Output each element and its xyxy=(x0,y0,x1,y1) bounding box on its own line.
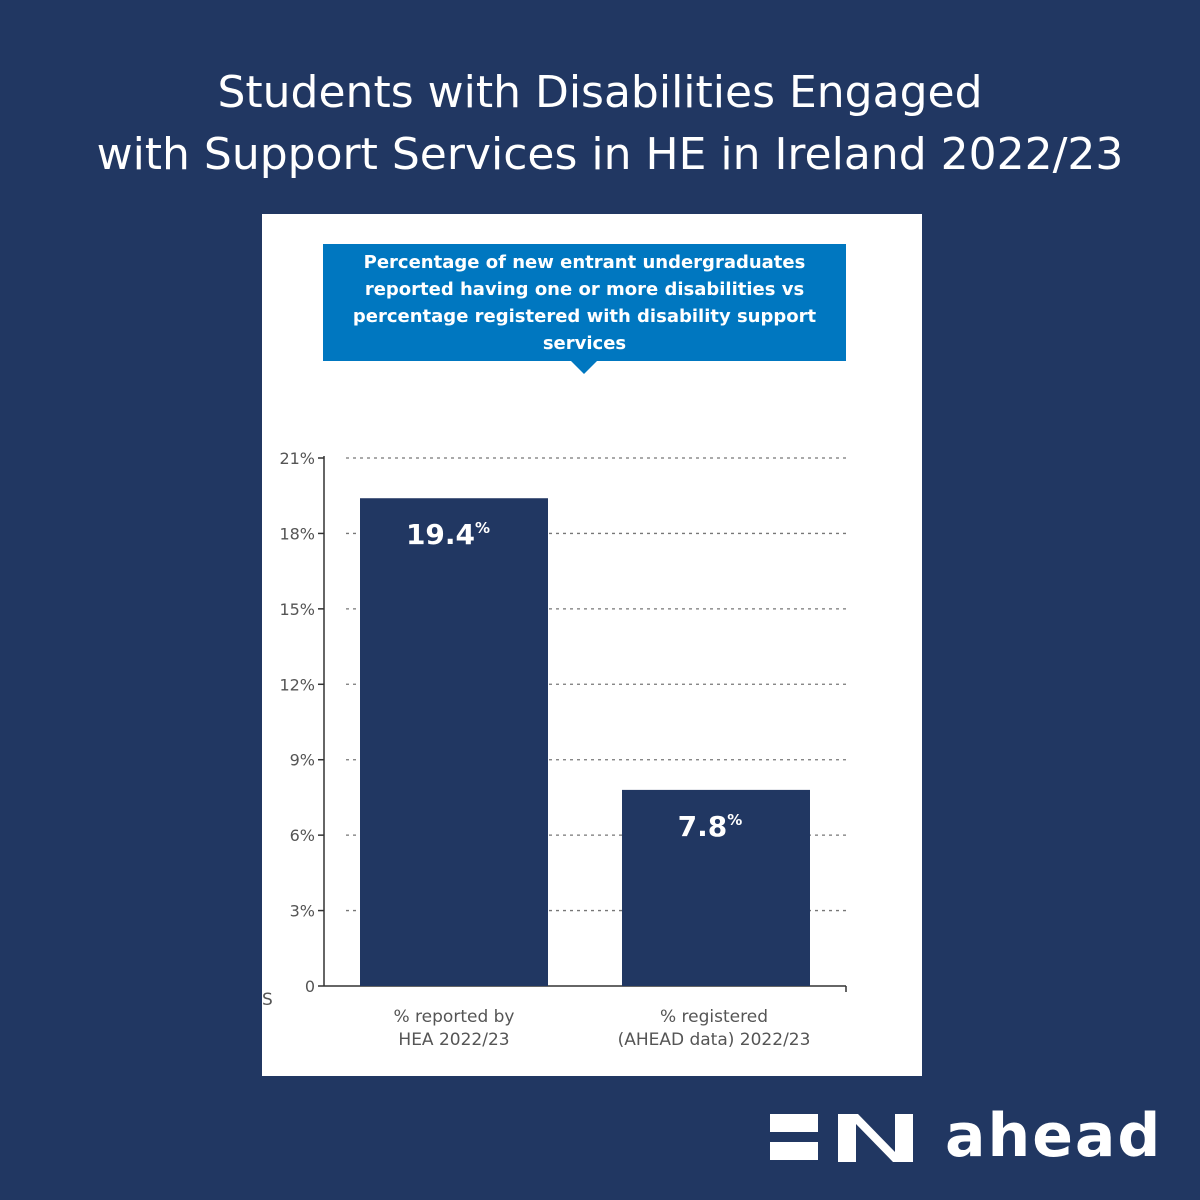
title-line-1: Students with Disabilities Engaged xyxy=(217,67,983,118)
bar-2-value-suffix: % xyxy=(727,811,742,829)
cropped-glyph: S xyxy=(262,990,273,1010)
y-tick-label-21: 21% xyxy=(279,449,315,468)
chart-title: Students with Disabilities Engaged with … xyxy=(0,62,1200,186)
callout-pointer xyxy=(571,361,597,374)
x-category-2-line-2: (AHEAD data) 2022/23 xyxy=(617,1030,811,1050)
x-category-2-line-1: % registered xyxy=(660,1007,768,1027)
y-tick-label-0: 0 xyxy=(305,977,315,996)
y-tick-label-9: 9% xyxy=(290,751,315,770)
chart-card: Percentage of new entrant undergraduates… xyxy=(262,214,922,1076)
x-category-label-1: % reported by HEA 2022/23 xyxy=(344,1006,564,1052)
callout-box: Percentage of new entrant undergraduates… xyxy=(323,244,846,361)
y-tick-label-6: 6% xyxy=(290,826,315,845)
title-line-2: with Support Services in HE in Ireland 2… xyxy=(96,129,1124,180)
y-tick-label-12: 12% xyxy=(279,675,315,694)
y-tick-label-18: 18% xyxy=(279,524,315,543)
x-category-label-2: % registered (AHEAD data) 2022/23 xyxy=(604,1006,824,1052)
bar-1-value-suffix: % xyxy=(475,519,490,537)
x-category-1-line-2: HEA 2022/23 xyxy=(398,1030,510,1050)
bar-1 xyxy=(360,498,548,986)
bar-chart: 03%6%9%12%15%18%21%19.4%7.8% xyxy=(279,449,847,996)
ahead-logo: ahead xyxy=(770,1101,1180,1171)
callout-text: Percentage of new entrant undergraduates… xyxy=(352,251,817,354)
x-category-1-line-1: % reported by xyxy=(393,1007,515,1027)
ahead-logo-word: ahead xyxy=(945,1101,1163,1171)
ahead-logo-mark-icon xyxy=(770,1114,913,1162)
y-tick-label-15: 15% xyxy=(279,600,315,619)
bar-2 xyxy=(622,789,810,986)
y-tick-label-3: 3% xyxy=(290,902,315,921)
